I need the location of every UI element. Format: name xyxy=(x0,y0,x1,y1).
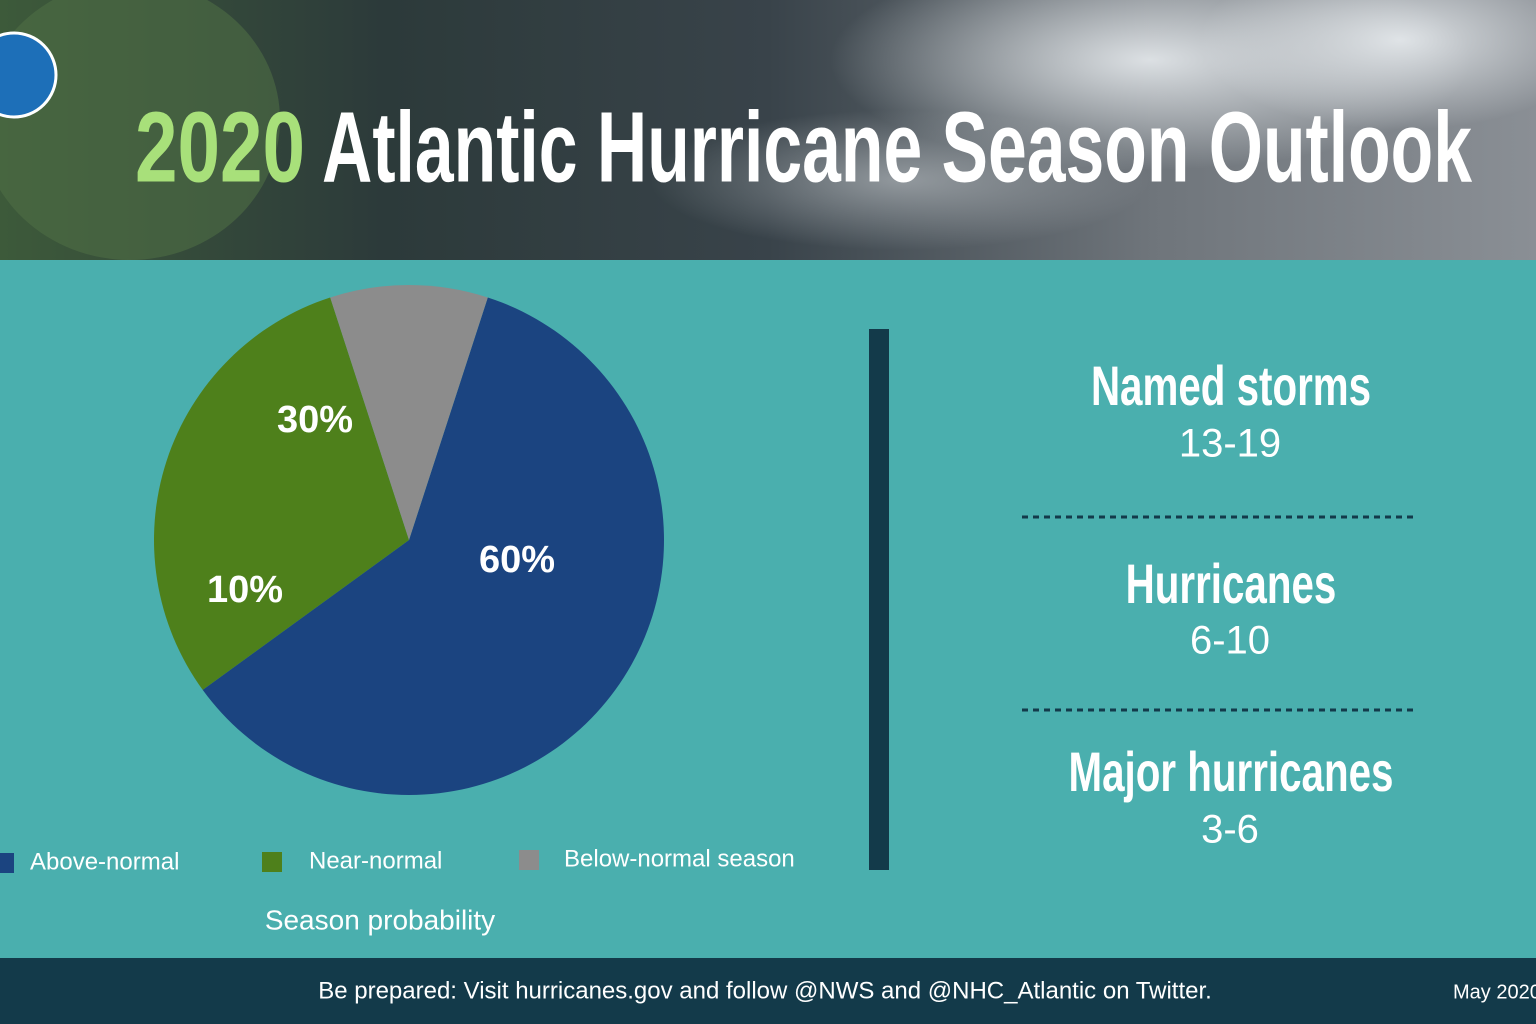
land xyxy=(0,0,280,260)
stat-label: Hurricanes xyxy=(1126,552,1337,615)
title-year: 2020 xyxy=(135,91,305,203)
slice-label: 60% xyxy=(479,539,555,581)
pie-slice xyxy=(202,297,664,795)
chart-caption: Season probability xyxy=(265,904,495,935)
pie-slice xyxy=(330,285,488,540)
legend-label: Above-normal xyxy=(30,848,179,875)
stat-range: 3-6 xyxy=(1201,808,1259,852)
stat-range: 13-19 xyxy=(1179,422,1281,466)
slice-label: 10% xyxy=(207,569,283,611)
footer-background xyxy=(0,958,1536,1024)
slice-label: 30% xyxy=(277,399,353,441)
stat-label: Named storms xyxy=(1091,354,1371,417)
legend-marker xyxy=(262,852,282,872)
title: Atlantic Hurricane Season Outlook xyxy=(322,91,1472,203)
stat-label: Major hurricanes xyxy=(1069,740,1394,803)
cloud xyxy=(650,110,1150,250)
legend-marker xyxy=(519,850,539,870)
stat-range: 6-10 xyxy=(1190,619,1270,663)
footer-text: Be prepared: Visit hurricanes.gov and fo… xyxy=(318,977,1212,1004)
legend-label: Near-normal xyxy=(309,847,442,874)
pie-slice xyxy=(154,297,409,690)
logo xyxy=(0,31,58,119)
legend-marker xyxy=(0,853,14,873)
pie-chart: 60% Above-normal 30% Near-normal 10% Below-no… xyxy=(0,285,795,935)
legend-label: Below-normal season xyxy=(564,845,795,872)
cloud xyxy=(1200,0,1536,130)
footer-date: May 2020 xyxy=(1453,981,1536,1003)
divider xyxy=(869,329,889,870)
